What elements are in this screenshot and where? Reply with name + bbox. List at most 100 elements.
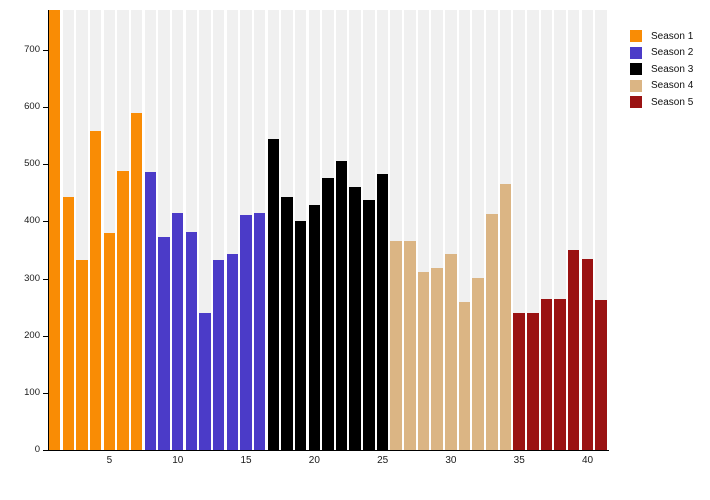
bar-season-3-episode-20 [308,205,320,450]
plot-background-band [199,10,211,450]
x-tick-label: 5 [106,455,113,466]
bar-season-3-episode-25 [376,174,389,450]
plot-background-band [103,10,116,450]
bar-season-4-episode-33 [486,214,498,450]
legend-label-season-2: Season 2 [651,47,694,59]
legend-swatch-season-1 [630,30,642,43]
bar-season-5-episode-37 [540,299,553,450]
plot-background-band [554,10,566,450]
bar-season-4-episode-26 [390,240,402,450]
bar-season-4-episode-28 [417,271,430,450]
bar-season-3-episode-24 [363,200,375,450]
bar-season-1-episode-6 [117,170,129,450]
x-tick-label: 15 [240,455,252,466]
bar-season-1-episode-3 [76,260,88,450]
bar-season-3-episode-17 [267,138,279,450]
bar-season-1-episode-1 [49,10,61,450]
plot-background-band [595,10,607,450]
x-tick-label: 10 [172,455,184,466]
bar-season-2-episode-8 [144,172,157,450]
bar-season-5-episode-38 [554,299,566,450]
plot-background-band [445,10,457,450]
plot-background-band [458,10,471,450]
legend: Season 1 Season 2 Season 3 Season 4 Season 5 [630,28,693,111]
x-axis-line [47,450,609,451]
legend-label-season-4: Season 4 [651,80,694,92]
y-tick-label: 600 [24,101,40,113]
bar-season-2-episode-10 [171,212,184,450]
y-tick-mark [43,450,48,451]
plot-background-band [76,10,88,450]
plot-background-band [568,10,580,450]
plot-background-band [540,10,553,450]
bar-season-5-episode-35 [513,313,525,450]
plot-background-band [226,10,238,450]
bar-season-1-episode-5 [103,232,116,450]
legend-swatch-season-3 [630,63,642,76]
y-tick-mark [43,164,48,166]
plot-background-band [417,10,430,450]
bar-season-4-episode-27 [404,240,416,450]
x-tick-label: 25 [377,455,389,466]
bar-season-2-episode-11 [185,232,198,450]
legend-label-season-1: Season 1 [651,30,694,42]
bar-season-5-episode-40 [581,258,594,450]
legend-entry: Season 2 [630,45,693,62]
bar-season-1-episode-7 [130,112,143,450]
x-tick-label: 35 [513,455,525,466]
y-tick-mark [43,335,48,337]
bar-season-4-episode-31 [458,302,471,450]
bar-season-4-episode-32 [472,278,484,450]
bar-season-3-episode-19 [294,221,307,450]
plot-background-band [185,10,198,450]
y-tick-label: 500 [24,158,40,170]
bar-season-3-episode-18 [281,197,293,450]
legend-swatch-season-2 [630,46,642,59]
plot-background-band [212,10,225,450]
bar-season-5-episode-39 [568,250,580,450]
bar-season-2-episode-12 [199,312,211,450]
bar-season-5-episode-41 [595,299,607,450]
bar-season-1-episode-4 [89,131,102,450]
legend-entry: Season 5 [630,94,693,111]
plot-background-band [390,10,402,450]
bar-season-1-episode-2 [62,196,75,450]
y-tick-mark [43,221,48,223]
bar-season-2-episode-9 [158,237,170,450]
y-tick-mark [43,50,48,51]
legend-entry: Season 4 [630,78,693,95]
bar-season-2-episode-14 [226,254,238,450]
bar-season-3-episode-21 [322,178,334,450]
y-tick-label: 400 [24,215,40,227]
x-tick-label: 20 [308,455,320,466]
plot-background-band [158,10,170,450]
legend-entry: Season 3 [630,61,693,78]
legend-label-season-3: Season 3 [651,63,694,75]
y-tick-label: 0 [34,444,40,455]
x-tick-label: 30 [445,455,457,466]
plot-background-band [513,10,525,450]
plot-background-band [581,10,594,450]
plot-background-band [404,10,416,450]
y-tick-mark [43,278,48,280]
y-axis-line [48,10,49,451]
bar-season-2-episode-13 [212,259,225,450]
legend-label-season-5: Season 5 [651,96,694,108]
plot-background-band [431,10,443,450]
bar-season-3-episode-22 [335,161,348,450]
y-tick-label: 100 [24,386,40,398]
bar-season-2-episode-16 [253,213,266,450]
legend-swatch-season-4 [630,79,642,92]
y-tick-mark [43,392,48,394]
bar-season-4-episode-34 [499,183,512,450]
y-tick-label: 700 [24,44,40,55]
bar-season-2-episode-15 [240,214,252,450]
plot-area [48,10,608,450]
y-tick-label: 300 [24,272,40,284]
legend-entry: Season 1 [630,28,693,45]
y-tick-label: 200 [24,329,40,341]
bar-season-4-episode-30 [445,254,457,450]
bar-season-5-episode-36 [527,313,539,450]
plot-background-band [472,10,484,450]
